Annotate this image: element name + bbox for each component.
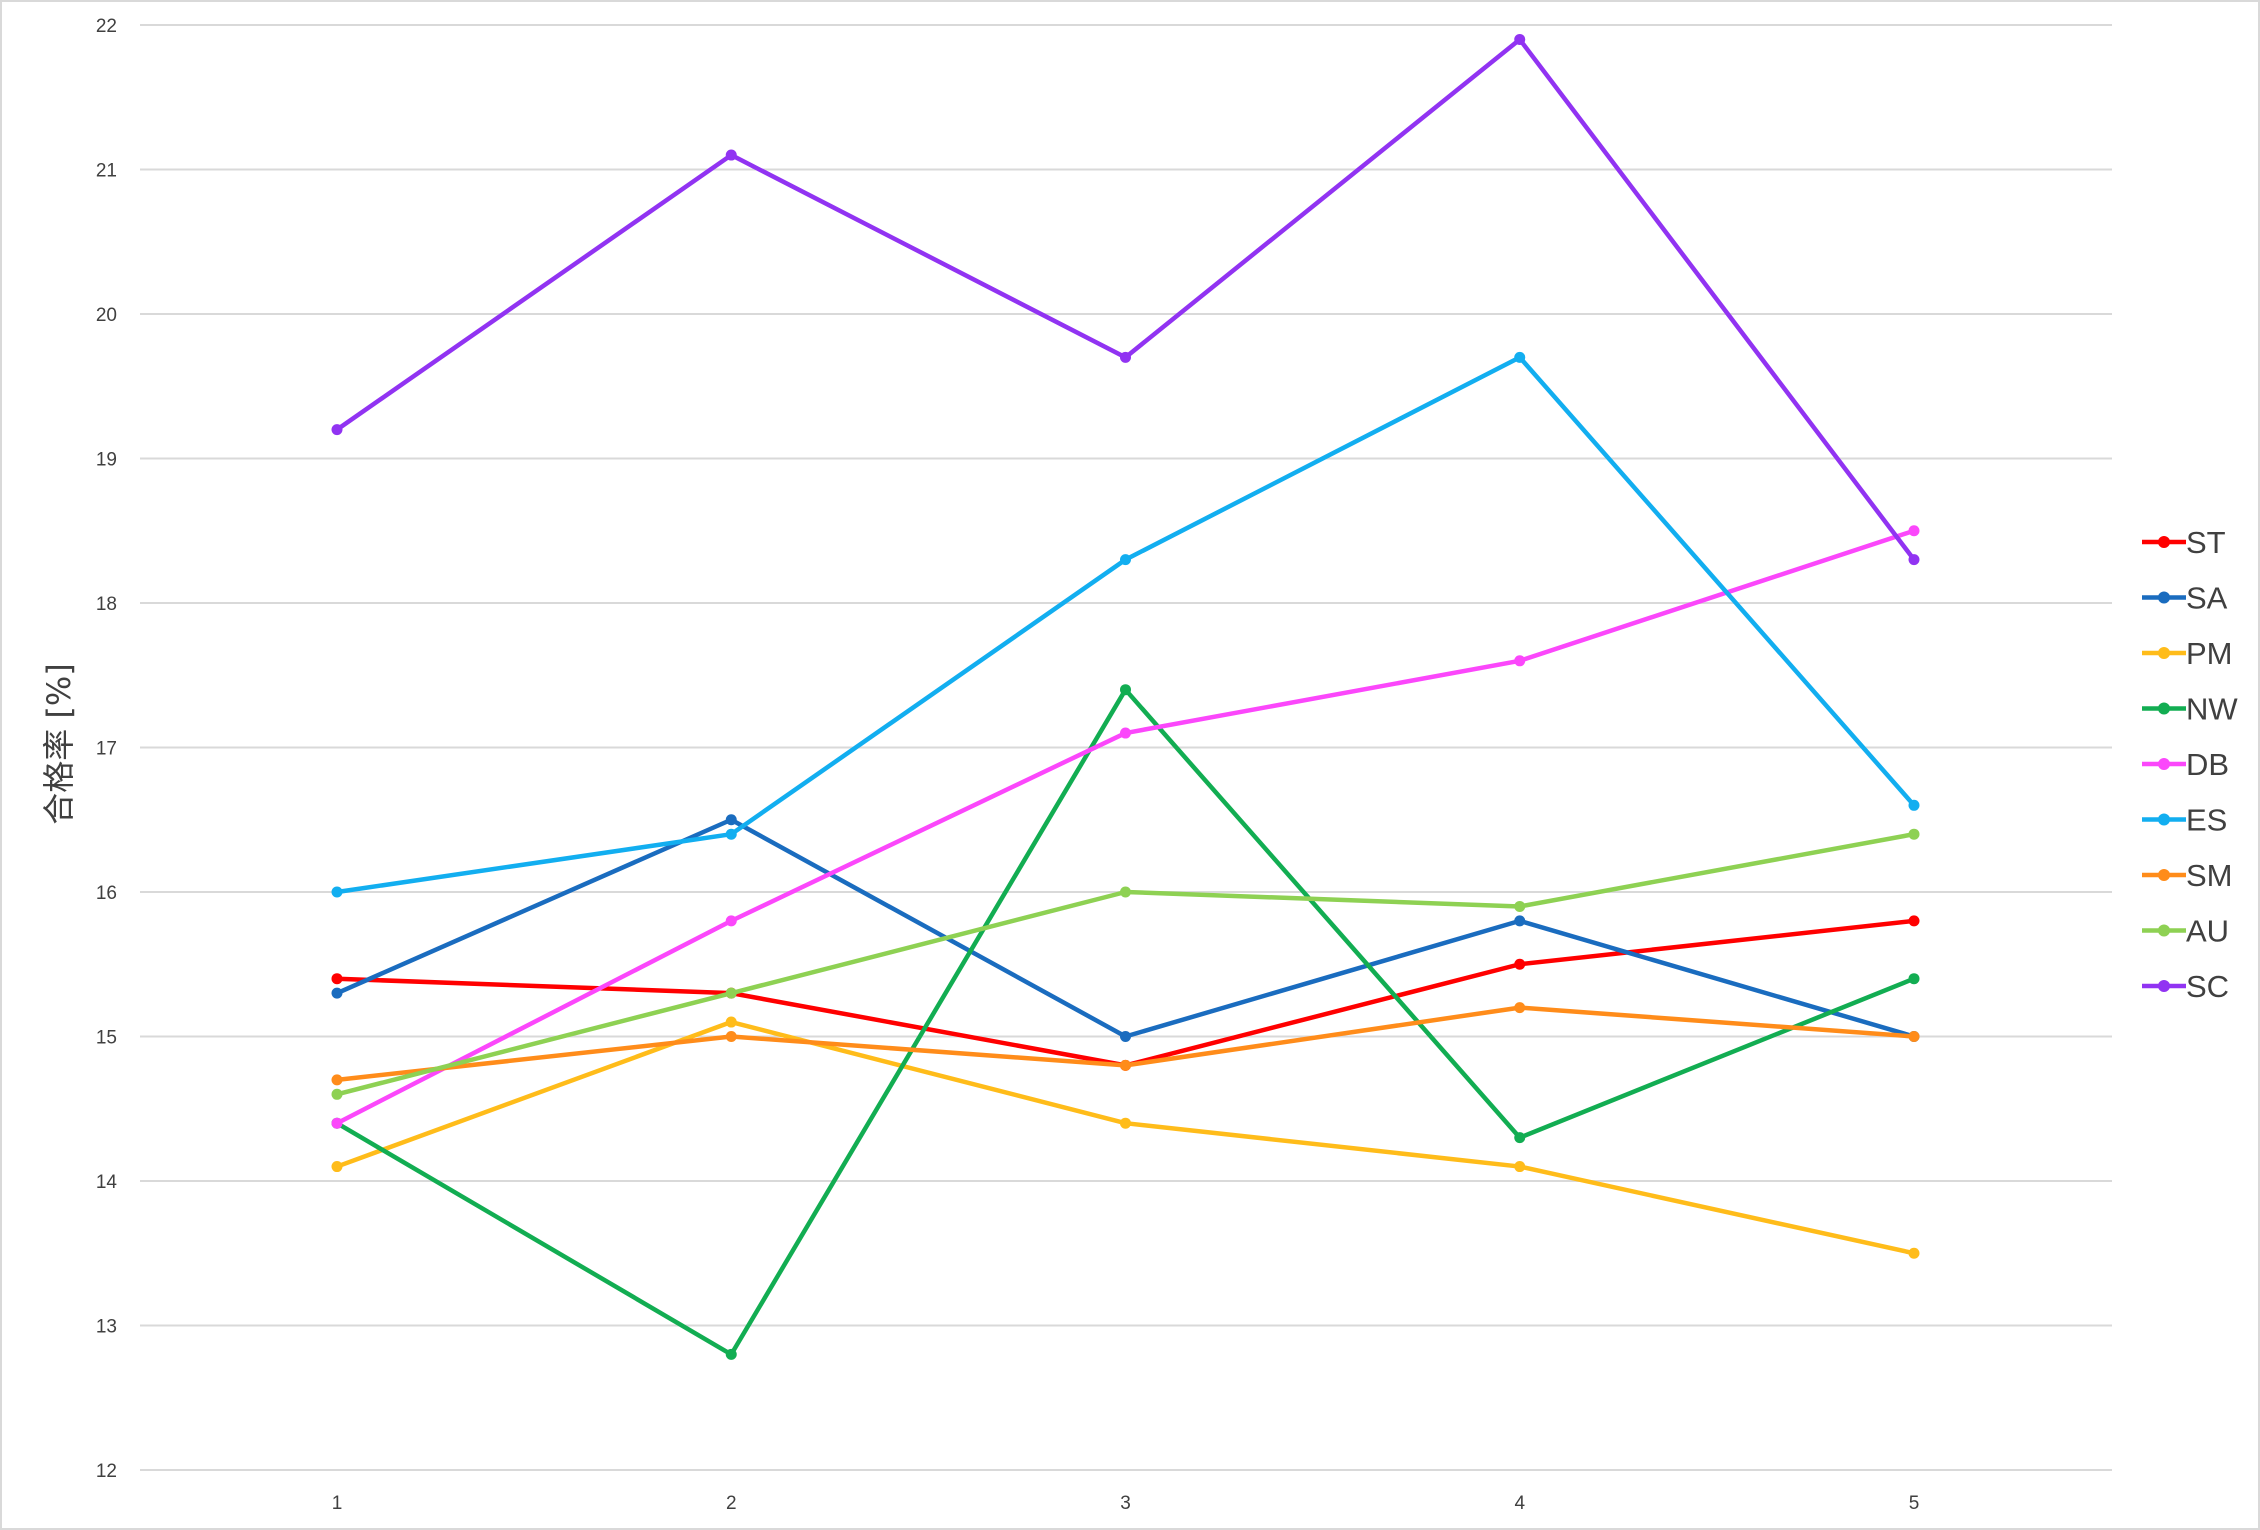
legend-item-db: DB xyxy=(2142,747,2229,782)
data-point xyxy=(1120,1059,1131,1071)
legend-label: ES xyxy=(2186,803,2227,838)
legend-label: SC xyxy=(2186,969,2229,1004)
y-axis-ticks: 12 13 14 15 16 17 18 19 20 21 22 xyxy=(96,16,118,1482)
series-sc xyxy=(331,33,1920,566)
data-point xyxy=(331,1117,343,1129)
legend-marker xyxy=(2158,813,2170,826)
series-db xyxy=(331,525,1920,1129)
legend-marker xyxy=(2158,591,2170,604)
data-point xyxy=(1514,351,1526,363)
y-tick-label: 19 xyxy=(96,450,117,471)
series-pm xyxy=(331,1016,1920,1259)
data-point xyxy=(1120,1031,1131,1042)
legend-marker xyxy=(2158,647,2170,659)
y-tick-label: 21 xyxy=(96,161,117,182)
data-point xyxy=(725,1348,737,1360)
y-tick-label: 15 xyxy=(96,1028,117,1049)
legend-marker xyxy=(2158,924,2170,937)
legend-marker xyxy=(2158,980,2170,992)
data-point xyxy=(1908,828,1920,840)
series-es xyxy=(331,351,1920,898)
data-point xyxy=(725,987,737,999)
series-sm xyxy=(331,1002,1920,1086)
legend-item-sm: SM xyxy=(2142,858,2233,893)
y-axis-title: 合格率 [%] xyxy=(40,663,78,825)
legend-label: ST xyxy=(2186,525,2226,560)
data-point xyxy=(1120,1117,1131,1129)
data-point xyxy=(1908,1247,1920,1259)
legend-item-sc: SC xyxy=(2142,969,2229,1004)
legend-label: SA xyxy=(2186,581,2228,616)
y-tick-label: 12 xyxy=(96,1461,117,1482)
legend-item-es: ES xyxy=(2142,803,2227,838)
data-point xyxy=(1514,1002,1526,1014)
legend-label: SM xyxy=(2186,858,2233,893)
series-au xyxy=(331,828,1920,1100)
series-lines xyxy=(331,33,1920,1360)
data-point xyxy=(725,149,737,161)
data-point xyxy=(725,828,737,840)
data-point xyxy=(1514,900,1526,912)
legend-marker xyxy=(2158,758,2170,770)
data-point xyxy=(331,424,343,436)
legend-item-st: ST xyxy=(2142,525,2226,560)
y-tick-label: 17 xyxy=(96,739,117,760)
y-tick-label: 16 xyxy=(96,883,117,904)
data-point xyxy=(1908,1031,1920,1042)
y-tick-label: 13 xyxy=(96,1317,117,1338)
legend-item-au: AU xyxy=(2142,914,2229,949)
legend: ST SA PM NW DB ES SM AU SC xyxy=(2142,525,2238,1004)
data-point xyxy=(1908,973,1920,985)
data-point xyxy=(1514,1132,1526,1144)
data-point xyxy=(1514,915,1526,927)
data-point xyxy=(1908,799,1920,811)
data-point xyxy=(1514,958,1526,970)
legend-label: AU xyxy=(2186,914,2229,949)
x-tick-label: 3 xyxy=(1120,1493,1131,1514)
data-point xyxy=(331,1074,343,1086)
x-axis-ticks: 1 2 3 4 5 xyxy=(332,1493,1920,1514)
x-tick-label: 1 xyxy=(332,1493,343,1514)
data-point xyxy=(1908,915,1920,927)
y-tick-label: 18 xyxy=(96,594,117,615)
data-point xyxy=(331,973,343,985)
legend-marker xyxy=(2158,702,2170,715)
legend-item-nw: NW xyxy=(2142,692,2238,727)
data-point xyxy=(1908,525,1920,537)
data-point xyxy=(1120,684,1131,696)
x-tick-label: 2 xyxy=(726,1493,737,1514)
x-tick-label: 4 xyxy=(1514,1493,1525,1514)
data-point xyxy=(1908,554,1920,566)
data-point xyxy=(1120,886,1131,898)
legend-item-sa: SA xyxy=(2142,581,2228,616)
data-point xyxy=(331,987,343,999)
data-point xyxy=(1514,1161,1526,1173)
data-point xyxy=(725,1031,737,1042)
y-tick-label: 22 xyxy=(96,16,117,37)
legend-marker xyxy=(2158,869,2170,881)
legend-label: NW xyxy=(2186,692,2238,727)
data-point xyxy=(1514,655,1526,667)
legend-marker xyxy=(2158,536,2170,548)
legend-item-pm: PM xyxy=(2142,636,2233,671)
y-tick-label: 14 xyxy=(96,1172,118,1193)
data-point xyxy=(1120,351,1131,363)
legend-label: PM xyxy=(2186,636,2233,671)
data-point xyxy=(1120,554,1131,566)
data-point xyxy=(331,1088,343,1100)
legend-label: DB xyxy=(2186,747,2229,782)
data-point xyxy=(1120,727,1131,739)
data-point xyxy=(725,1016,737,1028)
data-point xyxy=(725,814,737,826)
x-tick-label: 5 xyxy=(1909,1493,1920,1514)
data-point xyxy=(331,1161,343,1173)
data-point xyxy=(331,886,343,898)
y-tick-label: 20 xyxy=(96,305,117,326)
data-point xyxy=(1514,33,1526,45)
data-point xyxy=(725,915,737,927)
